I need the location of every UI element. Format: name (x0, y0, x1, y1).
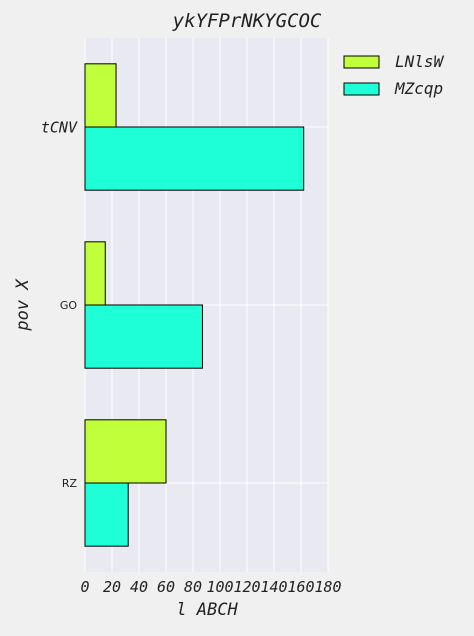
legend-swatch (343, 55, 380, 69)
x-tick-labels: 0 20 40 60 80 100 120 140 160 180 (80, 578, 341, 596)
y-axis-label: pov X (13, 278, 33, 332)
legend-swatch (343, 82, 380, 96)
bar (84, 63, 117, 128)
x-tick-label: 60 (157, 578, 175, 596)
bar (84, 241, 106, 306)
legend-label: LNlsW (395, 52, 445, 71)
y-tick-label: RZ (62, 477, 78, 490)
x-tick-label: 180 (314, 578, 341, 596)
bars (84, 63, 305, 547)
y-tick-label: tCNV (41, 118, 78, 136)
x-tick-label: 160 (287, 578, 314, 596)
x-tick-label: 80 (184, 578, 202, 596)
x-tick-label: 100 (206, 578, 233, 596)
y-tick-label: GO (60, 299, 78, 312)
x-tick-label: 20 (103, 578, 121, 596)
x-tick-label: 40 (130, 578, 148, 596)
x-tick-label: 140 (260, 578, 287, 596)
x-axis-label: l ABCH (176, 600, 238, 620)
legend: LNlsW MZcqp (343, 52, 445, 98)
y-tick-labels: RZ GO tCNV (41, 118, 78, 490)
x-tick-label: 0 (80, 578, 89, 596)
x-tick-label: 120 (233, 578, 260, 596)
bar (84, 419, 167, 484)
legend-label: MZcqp (394, 79, 443, 98)
chart-title: ykYFPrNKYGCOC (172, 10, 322, 32)
bar (84, 126, 305, 191)
bar (84, 304, 203, 369)
bar (84, 482, 129, 547)
